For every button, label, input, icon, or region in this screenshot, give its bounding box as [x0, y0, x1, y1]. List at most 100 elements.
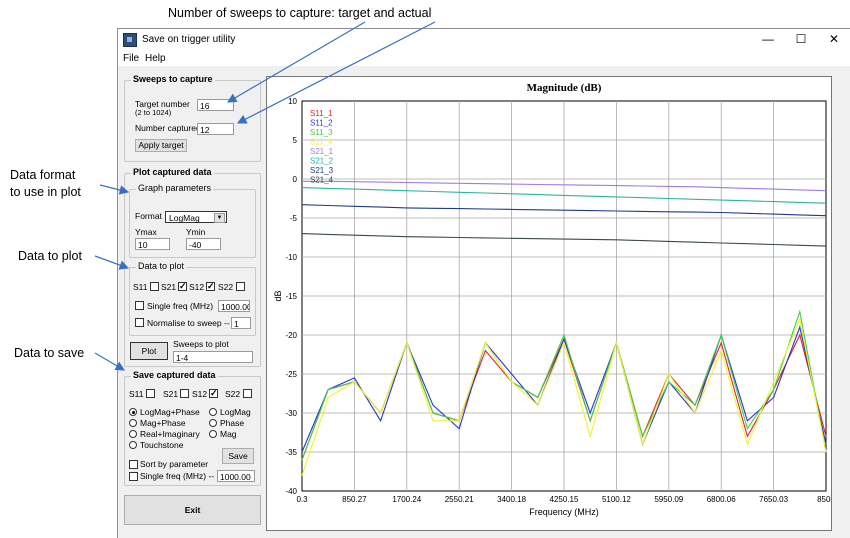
save-s21-label: S21 — [163, 389, 179, 399]
radio-phase[interactable] — [209, 419, 217, 427]
y-tick-label: 0 — [293, 175, 298, 184]
series-line-s21-1 — [302, 180, 827, 192]
magnitude-chart: Magnitude (dB) 10 5 0 -5 -10 -15 -20 -25 -30 -35 -4… — [273, 82, 835, 517]
save-s22-label: S22 — [225, 389, 241, 399]
save-s22-checkbox[interactable] — [243, 389, 252, 398]
chart-title: Magnitude (dB) — [527, 82, 602, 94]
normalise-checkbox[interactable] — [135, 318, 144, 327]
format-select[interactable]: LogMag ▼ — [165, 211, 227, 223]
format-label: Format — [135, 211, 162, 221]
plot-s11-checkbox[interactable] — [150, 282, 159, 291]
radio-logmag-phase[interactable] — [129, 408, 137, 416]
series-line-s11-4 — [301, 317, 827, 476]
save-s12-label: S12 — [192, 389, 208, 399]
legend-entry: S21_2 — [310, 157, 334, 166]
radio-logmag-phase-label: LogMag+Phase — [140, 407, 200, 417]
sweeps-group-label: Sweeps to capture — [131, 74, 215, 84]
legend-entry: S21_4 — [310, 176, 334, 185]
radio-real-imaginary[interactable] — [129, 430, 137, 438]
close-button[interactable]: ✕ — [828, 32, 840, 46]
y-tick-label: -25 — [285, 370, 297, 379]
plot-single-freq-input[interactable]: 1000.00 — [218, 300, 250, 312]
window-title: Save on trigger utility — [142, 34, 236, 45]
save-s11-checkbox[interactable] — [146, 389, 155, 398]
x-tick-label: 5100.12 — [602, 495, 631, 504]
maximize-button[interactable]: ☐ — [795, 32, 807, 46]
y-tick-label: -20 — [285, 331, 297, 340]
menu-help[interactable]: Help — [145, 53, 166, 64]
radio-mag[interactable] — [209, 430, 217, 438]
legend-entry: S11_2 — [310, 119, 333, 128]
annotation-data-to-plot: Data to plot — [18, 249, 82, 263]
sort-by-parameter-label: Sort by parameter — [140, 459, 209, 469]
ymax-label: Ymax — [135, 227, 157, 237]
save-single-freq-input[interactable]: 1000.00 — [217, 470, 255, 482]
plot-group: Plot captured data Graph parameters Form… — [124, 167, 261, 367]
save-s11-label: S11 — [129, 389, 144, 399]
plot-s12-label: S12 — [189, 282, 205, 292]
x-tick-label: 2550.21 — [445, 495, 474, 504]
plot-s22-checkbox[interactable] — [236, 282, 245, 291]
normalise-input[interactable]: 1 — [231, 317, 251, 329]
app-icon — [123, 33, 137, 47]
y-tick-label: 5 — [293, 136, 298, 145]
x-tick-label: 6800.06 — [707, 495, 736, 504]
sort-by-parameter-checkbox[interactable] — [129, 460, 138, 469]
target-number-input[interactable]: 16 — [197, 99, 234, 111]
ymax-input[interactable]: 10 — [135, 238, 170, 250]
radio-logmag[interactable] — [209, 408, 217, 416]
number-captured-label: Number captured — [135, 123, 201, 133]
number-captured-input[interactable]: 12 — [197, 123, 234, 135]
save-group-label: Save captured data — [131, 370, 218, 380]
y-tick-label: -35 — [285, 448, 297, 457]
save-button[interactable]: Save — [222, 448, 254, 464]
minimize-button[interactable]: — — [762, 32, 774, 46]
plot-button[interactable]: Plot — [130, 342, 168, 360]
y-tick-label: -5 — [290, 214, 298, 223]
graph-params-group: Graph parameters Format LogMag ▼ Ymax 10… — [129, 183, 256, 258]
sweeps-group: Sweeps to capture Target number (2 to 10… — [124, 74, 261, 162]
chart-panel: Magnitude (dB) 10 5 0 -5 -10 -15 -20 -25 -30 -35 -4… — [266, 76, 835, 531]
y-tick-label: -10 — [285, 253, 297, 262]
radio-mag-phase-label: Mag+Phase — [140, 418, 186, 428]
target-number-label: Target number — [135, 99, 190, 109]
radio-mag-phase[interactable] — [129, 419, 137, 427]
y-tick-label: 10 — [288, 97, 297, 106]
x-tick-label: 4250.15 — [550, 495, 579, 504]
y-tick-label: -40 — [285, 487, 297, 496]
y-tick-label: -30 — [285, 409, 297, 418]
plot-s11-label: S11 — [133, 282, 148, 292]
x-tick-label: 850.27 — [342, 495, 367, 504]
x-tick-label: 8500 — [817, 495, 831, 504]
apply-target-button[interactable]: Apply target — [135, 139, 187, 152]
legend-entry: S11_3 — [310, 128, 333, 137]
y-tick-label: -15 — [285, 292, 297, 301]
plot-s12-checkbox[interactable]: ✓ — [206, 281, 215, 291]
save-single-freq-checkbox[interactable] — [129, 472, 138, 481]
save-s21-checkbox[interactable] — [180, 389, 189, 398]
save-s12-checkbox[interactable]: ✓ — [209, 388, 218, 398]
radio-touchstone[interactable] — [129, 441, 137, 449]
legend-entry: S21_1 — [310, 147, 334, 156]
plot-s21-checkbox[interactable]: ✓ — [178, 281, 187, 291]
x-axis-label: Frequency (MHz) — [529, 507, 599, 517]
exit-button[interactable]: Exit — [124, 495, 261, 525]
plot-single-freq-checkbox[interactable] — [135, 301, 144, 310]
radio-phase-label: Phase — [220, 418, 245, 428]
save-group: Save captured data S11 S21 S12 ✓ S22 Log… — [124, 370, 261, 486]
menu-file[interactable]: File — [123, 53, 140, 64]
sweeps-to-plot-input[interactable]: 1-4 — [173, 351, 253, 363]
plot-single-freq-label: Single freq (MHz) — [147, 301, 214, 311]
series-line-s21-4 — [301, 233, 827, 247]
ymin-input[interactable]: -40 — [186, 238, 221, 250]
save-single-freq-label: Single freq (MHz) -- — [140, 471, 215, 481]
radio-real-imaginary-label: Real+Imaginary — [140, 429, 200, 439]
y-axis-label: dB — [273, 290, 283, 301]
target-range-label: (2 to 1024) — [135, 108, 172, 117]
ymin-label: Ymin — [186, 227, 206, 237]
radio-logmag-label: LogMag — [220, 407, 251, 417]
title-bar: Save on trigger utility — ☐ ✕ — [118, 29, 850, 51]
x-tick-label: 3400.18 — [497, 495, 526, 504]
plot-s22-label: S22 — [218, 282, 234, 292]
menu-bar: File Help — [118, 51, 850, 66]
